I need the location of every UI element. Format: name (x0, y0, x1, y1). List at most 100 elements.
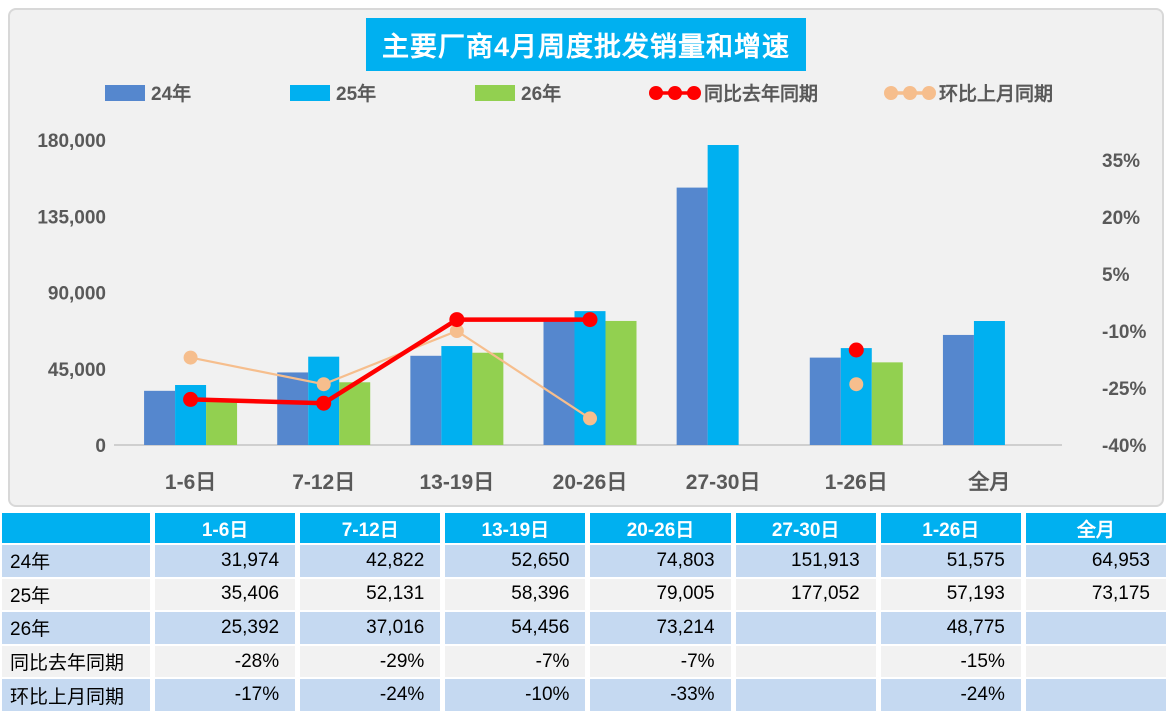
table-row-label: 环比上月同期 (2, 679, 150, 711)
table-cell: 25,392 (155, 612, 296, 644)
legend-label: 环比上月同期 (939, 83, 1053, 105)
bar-24年 (277, 372, 309, 445)
table-cell: 31,974 (155, 545, 296, 577)
table-header-cell: 1-6日 (155, 513, 296, 543)
table-cell: 37,016 (300, 612, 441, 644)
table-cell: 73,175 (1025, 578, 1166, 611)
bar-24年 (144, 390, 176, 445)
x-axis-category-label: 27-30日 (686, 471, 761, 494)
x-axis-category-label: 全月 (967, 470, 1010, 494)
legend-line-marker (922, 86, 936, 100)
marker-环比上月同期 (316, 377, 331, 392)
marker-同比去年同期 (848, 342, 864, 358)
table-cell: 74,803 (590, 545, 731, 577)
bar-24年 (809, 357, 841, 445)
table-row-label: 24年 (2, 545, 150, 577)
right-axis-tick: 35% (1102, 151, 1140, 172)
table-cell: 51,575 (880, 545, 1021, 577)
line-环比上月同期 (190, 329, 591, 420)
bar-26年 (206, 401, 238, 445)
left-axis-tick: 180,000 (37, 131, 106, 152)
table-cell (735, 645, 876, 678)
marker-环比上月同期 (583, 411, 597, 426)
marker-环比上月同期 (183, 350, 198, 365)
right-axis-tick: 20% (1102, 208, 1140, 229)
table-cell: -24% (880, 679, 1021, 711)
left-axis-tick: 90,000 (48, 284, 106, 305)
legend-label: 26年 (521, 82, 561, 105)
legend-line-marker (884, 86, 898, 100)
table-cell (1025, 612, 1166, 644)
table-cell: -17% (155, 679, 296, 711)
bar-24年 (942, 334, 974, 445)
table-header-cell: 27-30日 (735, 513, 876, 543)
table-row-label: 同比去年同期 (2, 645, 150, 678)
bar-24年 (676, 187, 708, 445)
table-header-cell: 全月 (1025, 513, 1166, 543)
legend-line-marker (649, 86, 663, 100)
bar-25年 (840, 348, 872, 445)
x-axis-category-label: 20-26日 (553, 471, 628, 494)
legend-label: 24年 (151, 82, 191, 105)
bar-25年 (973, 321, 1005, 445)
table-cell: 151,913 (735, 545, 876, 577)
left-axis-tick: 0 (95, 436, 106, 457)
table-header-cell: 7-12日 (300, 513, 441, 543)
bar-25年 (707, 144, 739, 445)
table-cell: 35,406 (155, 578, 296, 611)
bar-24年 (410, 355, 442, 445)
bar-26年 (871, 362, 903, 445)
table-cell: -29% (300, 645, 441, 678)
table-cell: 57,193 (880, 578, 1021, 611)
table-cell: -28% (155, 645, 296, 678)
table-header-corner (2, 513, 150, 543)
table-cell: 42,822 (300, 545, 441, 577)
x-axis-category-label: 13-19日 (419, 471, 494, 494)
marker-同比去年同期 (449, 312, 465, 328)
table-header-cell: 13-19日 (445, 513, 586, 543)
table-cell: 73,214 (590, 612, 731, 644)
legend-label: 同比去年同期 (704, 82, 818, 105)
table-cell: 64,953 (1025, 545, 1166, 577)
table-row-label: 26年 (2, 612, 150, 644)
table-cell: 48,775 (880, 612, 1021, 644)
marker-同比去年同期 (183, 391, 199, 407)
table-cell: -33% (590, 679, 731, 711)
data-table: 1-6日 7-12日 13-19日 20-26日 27-30日 1-26日 全月 24年 31,… (2, 513, 1166, 711)
bar-26年 (472, 352, 504, 445)
table-cell: 177,052 (735, 578, 876, 611)
x-axis-category-label: 7-12日 (292, 471, 355, 494)
left-axis-tick: 45,000 (48, 360, 106, 381)
marker-环比上月同期 (849, 377, 864, 392)
marker-同比去年同期 (316, 395, 332, 411)
line-同比去年同期 (190, 317, 590, 406)
legend-swatch-25年 (290, 85, 330, 101)
table-cell (735, 612, 876, 644)
table-cell (1025, 679, 1166, 711)
bar-24年 (543, 318, 575, 445)
left-axis-tick: 135,000 (37, 207, 106, 228)
right-axis-tick: -40% (1102, 436, 1146, 457)
table-cell: -24% (300, 679, 441, 711)
marker-环比上月同期 (449, 324, 464, 338)
right-axis-tick: -10% (1102, 322, 1146, 343)
bar-26年 (605, 320, 637, 445)
legend-line-marker (668, 86, 682, 100)
table-cell: -10% (445, 679, 586, 711)
right-axis-tick: 5% (1102, 265, 1130, 286)
table-header-cell: 1-26日 (880, 513, 1021, 543)
table-cell: 54,456 (445, 612, 586, 644)
legend-line-marker (903, 86, 917, 100)
table-cell: -7% (445, 645, 586, 678)
legend-label: 25年 (336, 82, 376, 105)
legend-line-marker (687, 86, 701, 100)
table-cell: 79,005 (590, 578, 731, 611)
table-cell: -15% (880, 645, 1021, 678)
table-cell: 52,650 (445, 545, 586, 577)
table-cell (735, 679, 876, 711)
table-row-label: 25年 (2, 578, 150, 611)
table-header-cell: 20-26日 (590, 513, 731, 543)
bar-25年 (441, 346, 473, 445)
table-cell: 52,131 (300, 578, 441, 611)
